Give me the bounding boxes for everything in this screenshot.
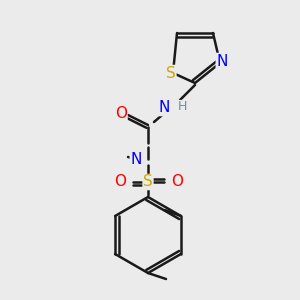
Text: O: O (171, 175, 183, 190)
Text: S: S (166, 65, 176, 80)
Text: N: N (159, 100, 170, 116)
Text: O: O (115, 106, 127, 121)
Text: H: H (177, 100, 187, 113)
Text: N: N (130, 152, 142, 167)
Text: S: S (143, 175, 153, 190)
Text: N: N (216, 53, 228, 68)
Text: O: O (114, 175, 126, 190)
